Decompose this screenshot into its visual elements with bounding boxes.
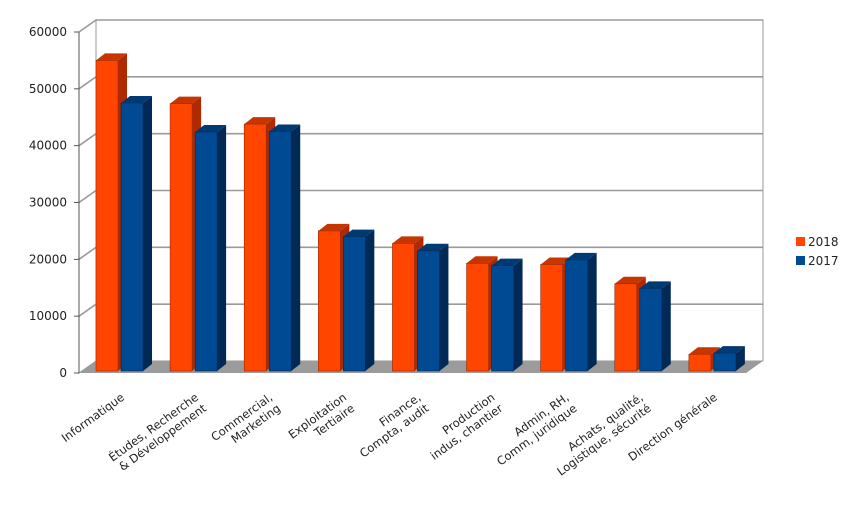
- x-tick-label: Productionindus, chantier: [420, 390, 506, 463]
- bar-2017-3: [343, 229, 375, 372]
- bar-front: [565, 259, 588, 371]
- y-tick-label: 60000: [29, 25, 67, 39]
- bar-2017-6: [565, 252, 597, 372]
- bar-top: [639, 281, 671, 289]
- bar-outline: [318, 230, 341, 372]
- bar-outline: [688, 353, 712, 372]
- x-tick-label-line: Informatique: [59, 390, 127, 445]
- legend-item-2017: 2017: [796, 254, 839, 268]
- bar-top: [96, 53, 127, 61]
- bar-outline: [540, 264, 563, 372]
- y-tick-label: 50000: [29, 82, 67, 96]
- y-tick-label: 10000: [29, 309, 67, 323]
- bars: [95, 53, 745, 372]
- bar-top: [417, 243, 449, 251]
- bar-outline: [392, 243, 415, 372]
- bar-front: [614, 283, 637, 371]
- bar-side: [587, 252, 597, 371]
- bar-2017-5: [491, 258, 523, 372]
- bar-top: [121, 96, 152, 104]
- y-tick-label: 40000: [29, 139, 67, 153]
- bar-outline: [491, 265, 514, 372]
- bar-front: [121, 103, 143, 372]
- bar-outline: [417, 250, 440, 372]
- legend-swatch: [796, 237, 805, 246]
- bar-top: [170, 96, 202, 104]
- bar-front: [96, 60, 118, 372]
- bar-outline: [268, 131, 292, 372]
- bar-top: [688, 347, 720, 355]
- bar-2017-4: [417, 243, 449, 372]
- bar-front: [491, 265, 514, 371]
- legend-swatch: [796, 256, 805, 265]
- bar-top: [540, 257, 572, 265]
- bar-outline: [466, 263, 489, 372]
- legend-item-2018: 2018: [796, 235, 839, 249]
- bar-top: [343, 229, 375, 237]
- bar-top: [565, 252, 597, 260]
- bar-2017-1: [194, 125, 227, 372]
- bar-top: [713, 346, 745, 354]
- bar-side: [735, 346, 745, 371]
- x-tick-label: Informatique: [59, 390, 127, 445]
- bar-top: [491, 258, 523, 266]
- bar-side: [513, 258, 523, 371]
- bar-side: [439, 243, 449, 371]
- bar-side: [217, 125, 227, 371]
- bar-outline: [243, 123, 267, 372]
- bar-outline: [614, 283, 638, 372]
- gridline: [78, 19, 763, 33]
- legend-label: 2018: [808, 235, 839, 249]
- bar-top: [195, 125, 227, 133]
- y-axis: 0 10000 20000 30000 40000 50000 60000: [29, 25, 80, 380]
- bar-top: [614, 276, 646, 284]
- y-tick-label: 0: [59, 366, 67, 380]
- bar-side: [365, 229, 375, 371]
- bar-top: [269, 124, 301, 132]
- x-tick-label: Finance,Compta, audit: [349, 390, 432, 461]
- bar-front: [639, 288, 662, 371]
- bar-2017-8: [713, 346, 745, 372]
- bar-front: [540, 264, 563, 371]
- legend-label: 2017: [808, 254, 839, 268]
- bar-front: [713, 353, 736, 371]
- bar-front: [417, 250, 440, 371]
- bar-side: [143, 96, 152, 372]
- legend: 2018 2017: [796, 235, 839, 268]
- bar-front: [318, 230, 341, 371]
- bar-top: [244, 117, 276, 125]
- bar-front: [343, 236, 366, 371]
- bar-2017-0: [120, 96, 152, 372]
- bar-outline: [343, 236, 366, 372]
- bar-front: [688, 354, 711, 371]
- bar-front: [195, 132, 218, 371]
- y-tick-label: 20000: [29, 252, 67, 266]
- bar-top: [392, 236, 424, 244]
- bar-front: [244, 124, 267, 371]
- bar-outline: [565, 259, 588, 372]
- bar-2017-7: [639, 281, 671, 372]
- bar-outline: [120, 102, 144, 372]
- bar-front: [170, 103, 193, 372]
- bar-side: [291, 124, 301, 371]
- x-tick-label: Commercial,Marketing: [208, 390, 283, 455]
- bar-top: [466, 256, 498, 264]
- x-tick-label: Admin, RH,Comm, juridique: [486, 390, 579, 468]
- y-tick-label: 30000: [29, 196, 67, 210]
- bar-outline: [95, 60, 119, 372]
- bar-front: [392, 243, 415, 371]
- bar-front: [466, 263, 489, 371]
- bar-outline: [169, 103, 193, 372]
- x-tick-label: ExploitationTertiaire: [286, 390, 357, 452]
- bar-outline: [639, 288, 663, 372]
- bar-top: [318, 223, 350, 231]
- bar-outline: [713, 352, 737, 372]
- bar-2017-2: [268, 124, 301, 372]
- bar-outline: [194, 131, 218, 372]
- bar-front: [269, 131, 292, 371]
- bar-side: [661, 281, 671, 371]
